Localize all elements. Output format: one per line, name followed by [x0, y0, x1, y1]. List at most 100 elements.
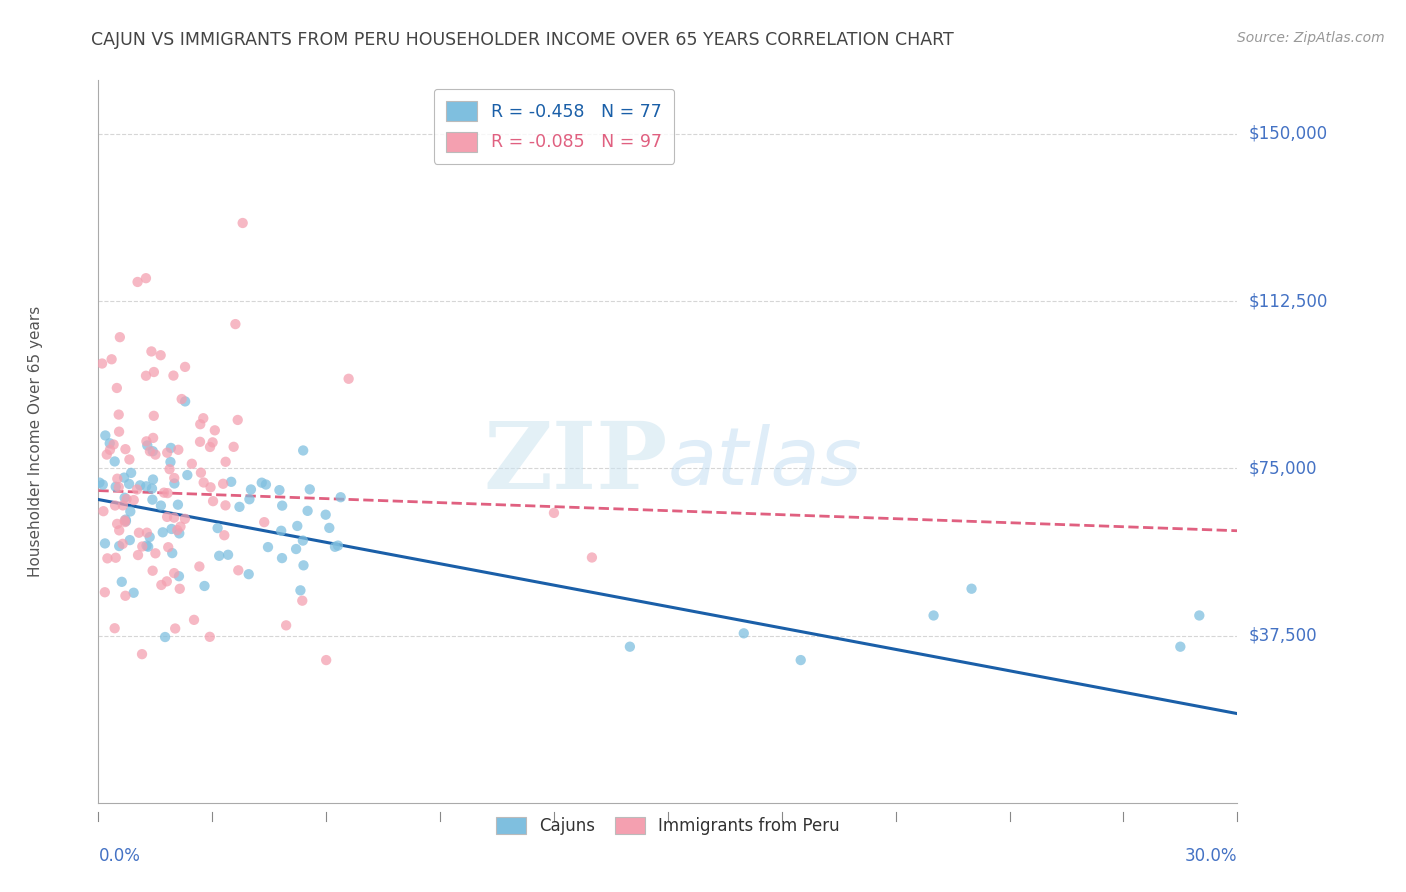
Text: 30.0%: 30.0% [1185, 847, 1237, 865]
Point [114, 513, 136, 527]
Point [214, 455, 236, 469]
Point [228, 500, 250, 514]
Point [104, 621, 127, 635]
Point [271, 551, 294, 566]
Point [239, 483, 262, 497]
Point [122, 493, 145, 508]
Text: atlas: atlas [668, 425, 863, 502]
Point [114, 491, 136, 505]
Point [337, 372, 360, 386]
Point [108, 425, 131, 439]
Point [214, 528, 236, 542]
Point [271, 499, 294, 513]
Point [292, 558, 315, 573]
Point [207, 521, 229, 535]
Point [108, 330, 131, 344]
Point [152, 525, 174, 540]
Point [160, 546, 183, 560]
Point [167, 442, 190, 457]
Point [291, 593, 314, 607]
Point [111, 574, 134, 589]
Point [98, 436, 121, 450]
Point [156, 486, 179, 500]
Point [193, 579, 215, 593]
Point [226, 413, 249, 427]
Point [118, 533, 141, 548]
Point [224, 317, 246, 331]
Point [135, 271, 157, 285]
Point [104, 454, 127, 468]
Point [138, 530, 160, 544]
Point [94, 536, 117, 550]
Point [94, 428, 117, 442]
Point [153, 485, 176, 500]
Point [169, 519, 191, 533]
Point [145, 448, 167, 462]
Point [142, 409, 165, 423]
Point [149, 348, 172, 362]
Point [960, 582, 983, 596]
Point [139, 444, 162, 458]
Point [170, 392, 193, 406]
Point [232, 216, 254, 230]
Point [214, 499, 236, 513]
Point [581, 550, 603, 565]
Point [188, 559, 211, 574]
Point [315, 653, 337, 667]
Text: ZIP: ZIP [484, 418, 668, 508]
Point [120, 504, 142, 518]
Point [107, 408, 129, 422]
Point [104, 550, 127, 565]
Point [285, 542, 308, 557]
Point [163, 476, 186, 491]
Point [142, 431, 165, 445]
Point [238, 567, 260, 582]
Point [141, 344, 163, 359]
Point [128, 525, 150, 540]
Point [254, 477, 277, 491]
Point [93, 504, 115, 518]
Point [193, 411, 215, 425]
Point [226, 563, 249, 577]
Point [131, 540, 153, 554]
Point [297, 504, 319, 518]
Point [135, 368, 157, 383]
Point [142, 473, 165, 487]
Point [257, 540, 280, 554]
Point [208, 549, 231, 563]
Point [145, 546, 167, 560]
Point [222, 440, 245, 454]
Point [135, 434, 157, 449]
Point [169, 526, 191, 541]
Point [107, 480, 129, 494]
Point [212, 476, 235, 491]
Point [149, 499, 172, 513]
Point [114, 589, 136, 603]
Point [250, 475, 273, 490]
Text: Source: ZipAtlas.com: Source: ZipAtlas.com [1237, 31, 1385, 45]
Point [129, 478, 152, 492]
Point [156, 446, 179, 460]
Point [174, 359, 197, 374]
Point [733, 626, 755, 640]
Point [127, 548, 149, 562]
Point [270, 524, 292, 538]
Point [136, 540, 159, 554]
Point [125, 483, 148, 497]
Point [89, 475, 111, 490]
Point [292, 443, 315, 458]
Point [135, 539, 157, 553]
Point [183, 613, 205, 627]
Point [104, 480, 127, 494]
Point [135, 479, 157, 493]
Point [111, 499, 134, 513]
Point [94, 585, 117, 599]
Point [329, 490, 352, 504]
Point [1188, 608, 1211, 623]
Point [204, 423, 226, 437]
Point [114, 442, 136, 457]
Point [326, 539, 349, 553]
Text: $75,000: $75,000 [1249, 459, 1317, 477]
Point [543, 506, 565, 520]
Point [188, 417, 211, 432]
